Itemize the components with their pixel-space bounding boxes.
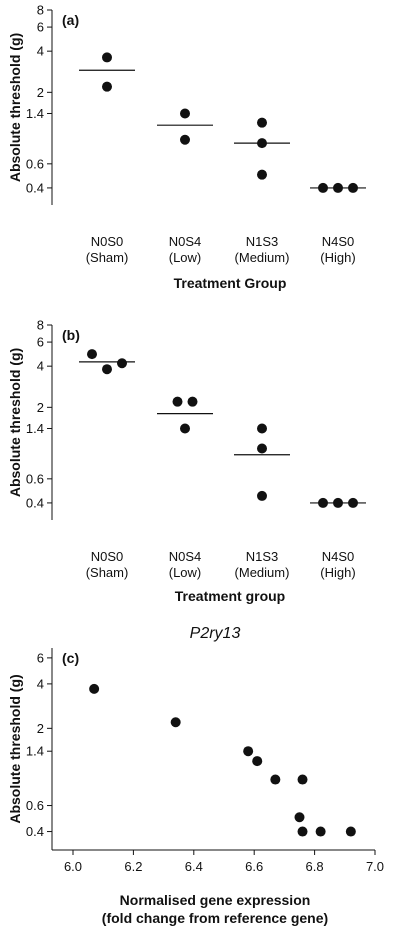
panel-b-data-point bbox=[117, 358, 127, 369]
panel-c-data-point bbox=[294, 812, 305, 823]
panel-c-x-tick-label: 6.8 bbox=[306, 859, 324, 874]
panel-a-data-point bbox=[180, 134, 190, 145]
panel-c-y-tick-label: 2 bbox=[37, 721, 44, 736]
panel-b-x-tick-sublabel: (Low) bbox=[169, 565, 202, 580]
panel-c-y-tick-label: 6 bbox=[37, 650, 44, 665]
panel-c-data-point bbox=[243, 746, 254, 757]
panel-c-data-point bbox=[252, 756, 263, 767]
panel-a-panel-label: (a) bbox=[62, 12, 79, 28]
panel-c-data-point bbox=[297, 774, 308, 785]
panel-b-y-tick-label: 2 bbox=[37, 400, 44, 415]
panel-c-y-tick-label: 0.6 bbox=[26, 798, 44, 813]
panel-b-data-point bbox=[187, 396, 198, 407]
panel-a-y-tick-label: 0.6 bbox=[26, 156, 44, 171]
panel-b-y-axis-title: Absolute threshold (g) bbox=[7, 348, 23, 497]
panel-b-y-tick-label: 8 bbox=[37, 318, 44, 333]
panel-b-panel-label: (b) bbox=[62, 327, 80, 343]
panel-a-y-tick-label: 4 bbox=[37, 44, 44, 59]
panel-b-data-point bbox=[257, 443, 267, 454]
panel-b-y-tick-label: 4 bbox=[37, 359, 44, 374]
panel-a-y-tick-label: 8 bbox=[37, 3, 44, 18]
panel-a-y-axis-title: Absolute threshold (g) bbox=[7, 33, 23, 182]
panel-c-data-point bbox=[170, 717, 181, 728]
panel-b-chart: 0.4 0.6 1.4 2 4 6 8 Absolute threshold (g) (b) N0… bbox=[7, 318, 366, 604]
panel-c-x-tick-label: 6.2 bbox=[124, 859, 142, 874]
panel-b-data-point bbox=[257, 490, 267, 501]
panel-b-data-point bbox=[348, 497, 358, 508]
panel-b-data-point bbox=[180, 423, 190, 434]
panel-a-y-tick-label: 0.4 bbox=[26, 180, 44, 195]
panel-c-data-point bbox=[315, 826, 326, 837]
panel-a-y-tick-label: 6 bbox=[37, 20, 44, 35]
panel-b-y-tick-label: 0.4 bbox=[26, 495, 44, 510]
panel-c-chart-title: P2ry13 bbox=[190, 625, 241, 642]
panel-a-data-point bbox=[318, 182, 328, 193]
panel-c-data-point bbox=[89, 683, 100, 694]
panel-b-data-point bbox=[172, 396, 183, 407]
panel-b-data-point bbox=[102, 364, 112, 375]
panel-a-data-point bbox=[102, 81, 112, 92]
panel-b-x-tick-sublabel: (High) bbox=[320, 565, 355, 580]
panel-b-x-axis-title: Treatment group bbox=[175, 588, 285, 604]
panel-c-x-tick-label: 6.6 bbox=[245, 859, 263, 874]
panel-b-data-point bbox=[87, 349, 97, 360]
panel-b-x-tick-sublabel: (Sham) bbox=[86, 565, 129, 580]
panel-b-data-point bbox=[257, 423, 267, 434]
panel-c-data-point bbox=[345, 826, 356, 837]
panel-c-panel-label: (c) bbox=[62, 650, 79, 666]
panel-c-x-axis-subtitle: (fold change from reference gene) bbox=[102, 910, 328, 926]
panel-b-x-tick-label: N0S0 bbox=[91, 549, 124, 564]
panel-c-y-tick-label: 4 bbox=[37, 676, 44, 691]
panel-a-chart: 0.4 0.6 1.4 2 4 6 8 Absolute threshold (g) (a) N0… bbox=[7, 3, 366, 291]
panel-a-x-tick-label: N0S0 bbox=[91, 234, 124, 249]
panel-a-y-tick-label: 2 bbox=[37, 85, 44, 100]
panel-a-x-tick-label: N1S3 bbox=[246, 234, 279, 249]
panel-a-data-point bbox=[348, 182, 358, 193]
panel-b-x-tick-label: N4S0 bbox=[322, 549, 355, 564]
panel-a-data-point bbox=[257, 117, 267, 128]
panel-a-x-axis-title: Treatment Group bbox=[174, 275, 287, 291]
panel-b-x-tick-label: N1S3 bbox=[246, 549, 279, 564]
panel-c-x-axis-title: Normalised gene expression bbox=[120, 892, 311, 908]
panel-a-x-tick-sublabel: (Low) bbox=[169, 250, 202, 265]
panel-c-y-tick-label: 1.4 bbox=[26, 744, 44, 759]
panel-a-x-tick-sublabel: (Sham) bbox=[86, 250, 129, 265]
panel-a-data-point bbox=[257, 138, 267, 149]
panel-c-data-point bbox=[270, 774, 281, 785]
panel-a-data-point bbox=[180, 108, 190, 119]
panel-c-x-tick-label: 6.0 bbox=[64, 859, 82, 874]
panel-a-data-point bbox=[102, 52, 112, 63]
panel-a-x-tick-label: N4S0 bbox=[322, 234, 355, 249]
panel-a-data-point bbox=[257, 169, 267, 180]
panel-c-y-tick-label: 0.4 bbox=[26, 824, 44, 839]
panel-b-y-tick-label: 1.4 bbox=[26, 421, 44, 436]
panel-c-x-tick-label: 7.0 bbox=[366, 859, 384, 874]
panel-b-x-tick-sublabel: (Medium) bbox=[235, 565, 290, 580]
panel-b-data-point bbox=[333, 497, 343, 508]
panel-a-data-point bbox=[333, 182, 343, 193]
panel-b-y-tick-label: 0.6 bbox=[26, 471, 44, 486]
panel-a-x-tick-sublabel: (Medium) bbox=[235, 250, 290, 265]
panel-c-x-tick-label: 6.4 bbox=[185, 859, 203, 874]
panel-a-x-tick-label: N0S4 bbox=[169, 234, 202, 249]
panel-a-x-tick-sublabel: (High) bbox=[320, 250, 355, 265]
panel-a-y-tick-label: 1.4 bbox=[26, 106, 44, 121]
panel-b-y-tick-label: 6 bbox=[37, 335, 44, 350]
panel-b-data-point bbox=[318, 497, 328, 508]
panel-c-chart: 0.4 0.6 1.4 2 4 6 Absolute threshold (g) 6.0 6.2… bbox=[7, 625, 384, 926]
panel-b-x-tick-label: N0S4 bbox=[169, 549, 202, 564]
panel-c-y-axis-title: Absolute threshold (g) bbox=[7, 674, 23, 823]
panel-c-data-point bbox=[297, 826, 308, 837]
